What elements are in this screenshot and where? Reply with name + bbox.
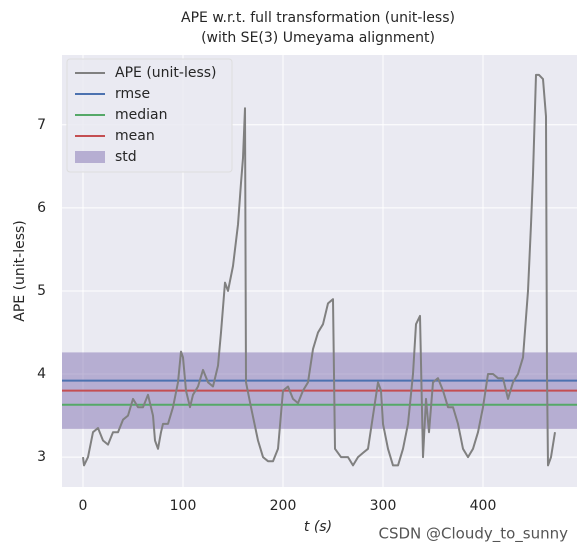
x-tick-label: 300	[370, 498, 397, 514]
legend-frame	[66, 58, 233, 173]
legend-label: std	[115, 149, 137, 165]
x-tick-label: 400	[470, 498, 497, 514]
chart-subtitle: (with SE(3) Umeyama alignment)	[201, 30, 435, 46]
ape-line	[82, 73, 556, 467]
legend-label: rmse	[115, 86, 150, 102]
x-axis-label: t (s)	[304, 519, 332, 535]
y-tick-label: 6	[37, 200, 46, 216]
y-tick-label: 4	[37, 366, 46, 382]
legend-patch	[75, 151, 105, 163]
y-tick-label: 7	[37, 117, 46, 133]
y-axis-label: APE (unit-less)	[12, 220, 28, 322]
legend-label: mean	[115, 128, 155, 144]
chart-title: APE w.r.t. full transformation (unit-les…	[181, 10, 455, 26]
x-tick-label: 200	[270, 498, 297, 514]
x-tick-label: 100	[170, 498, 197, 514]
legend-label: APE (unit-less)	[115, 65, 217, 81]
y-tick-label: 5	[37, 283, 46, 299]
y-tick-label: 3	[37, 449, 46, 465]
x-tick-label: 0	[79, 498, 88, 514]
watermark: CSDN @Cloudy_to_sunny	[378, 525, 568, 544]
legend-label: median	[115, 107, 167, 123]
